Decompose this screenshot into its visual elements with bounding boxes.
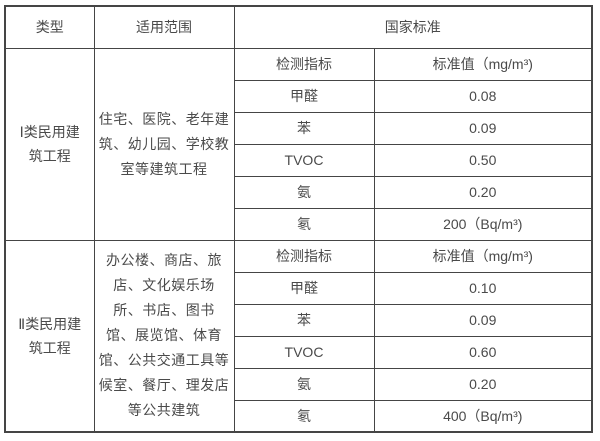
table-row: TVOC 0.60 <box>5 335 593 369</box>
value-cell: 0.09 <box>373 303 593 337</box>
table-row: 氡 400（Bq/m³) <box>5 399 593 433</box>
table-row: Ⅱ类民用建 筑工程 办公楼、商店、旅 店、文化娱乐场 所、书店、图书 馆、展览馆… <box>4 239 593 433</box>
table-row: 甲醛 0.08 <box>5 79 593 113</box>
indicator-cell: 甲醛 <box>233 271 375 305</box>
indicator-cell: 氨 <box>233 175 375 209</box>
header-standard-cell: 国家标准 <box>233 5 593 49</box>
table-header-row: 类型 适用范围 国家标准 <box>4 5 593 49</box>
section2-subheader-indicator-cell: 检测指标 <box>233 239 375 273</box>
value-cell: 0.09 <box>373 111 593 145</box>
value-cell: 200（Bq/m³) <box>373 207 593 241</box>
indicator-cell: 苯 <box>233 303 375 337</box>
value-cell: 0.20 <box>373 367 593 401</box>
section2-type-cell: Ⅱ类民用建 筑工程 <box>4 239 95 433</box>
value-cell: 0.20 <box>373 175 593 209</box>
standards-table: 类型 适用范围 国家标准 Ⅰ类民用建 筑工程 住宅、医院、老年建 筑、幼儿园、学… <box>4 5 593 433</box>
table-row: 苯 0.09 <box>5 303 593 337</box>
value-cell: 0.10 <box>373 271 593 305</box>
table-row: 氡 200（Bq/m³) <box>5 207 593 241</box>
table-row: 苯 0.09 <box>5 111 593 145</box>
section1-scope-cell: 住宅、医院、老年建 筑、幼儿园、学校教 室等建筑工程 <box>93 47 235 241</box>
indicator-cell: 苯 <box>233 111 375 145</box>
section1-type-cell: Ⅰ类民用建 筑工程 <box>4 47 95 241</box>
table-row: 甲醛 0.10 <box>5 271 593 305</box>
table-row: Ⅰ类民用建 筑工程 住宅、医院、老年建 筑、幼儿园、学校教 室等建筑工程 检测指… <box>4 47 593 241</box>
value-cell: 0.50 <box>373 143 593 177</box>
section1-subheader-indicator-cell: 检测指标 <box>233 47 375 81</box>
indicator-cell: TVOC <box>233 143 375 177</box>
value-cell: 0.60 <box>373 335 593 369</box>
indicator-cell: 氨 <box>233 367 375 401</box>
section2-scope-cell: 办公楼、商店、旅 店、文化娱乐场 所、书店、图书 馆、展览馆、体育 馆、公共交通… <box>93 239 235 433</box>
table-row: 氨 0.20 <box>5 175 593 209</box>
section1-subheader-value-cell: 标准值（mg/m³) <box>373 47 593 81</box>
indicator-cell: 氡 <box>233 207 375 241</box>
header-type-cell: 类型 <box>4 5 95 49</box>
section2-subheader-value-cell: 标准值（mg/m³) <box>373 239 593 273</box>
value-cell: 0.08 <box>373 79 593 113</box>
header-scope-cell: 适用范围 <box>93 5 235 49</box>
table-row: TVOC 0.50 <box>5 143 593 177</box>
indicator-cell: 甲醛 <box>233 79 375 113</box>
indicator-cell: TVOC <box>233 335 375 369</box>
indicator-cell: 氡 <box>233 399 375 433</box>
value-cell: 400（Bq/m³) <box>373 399 593 433</box>
